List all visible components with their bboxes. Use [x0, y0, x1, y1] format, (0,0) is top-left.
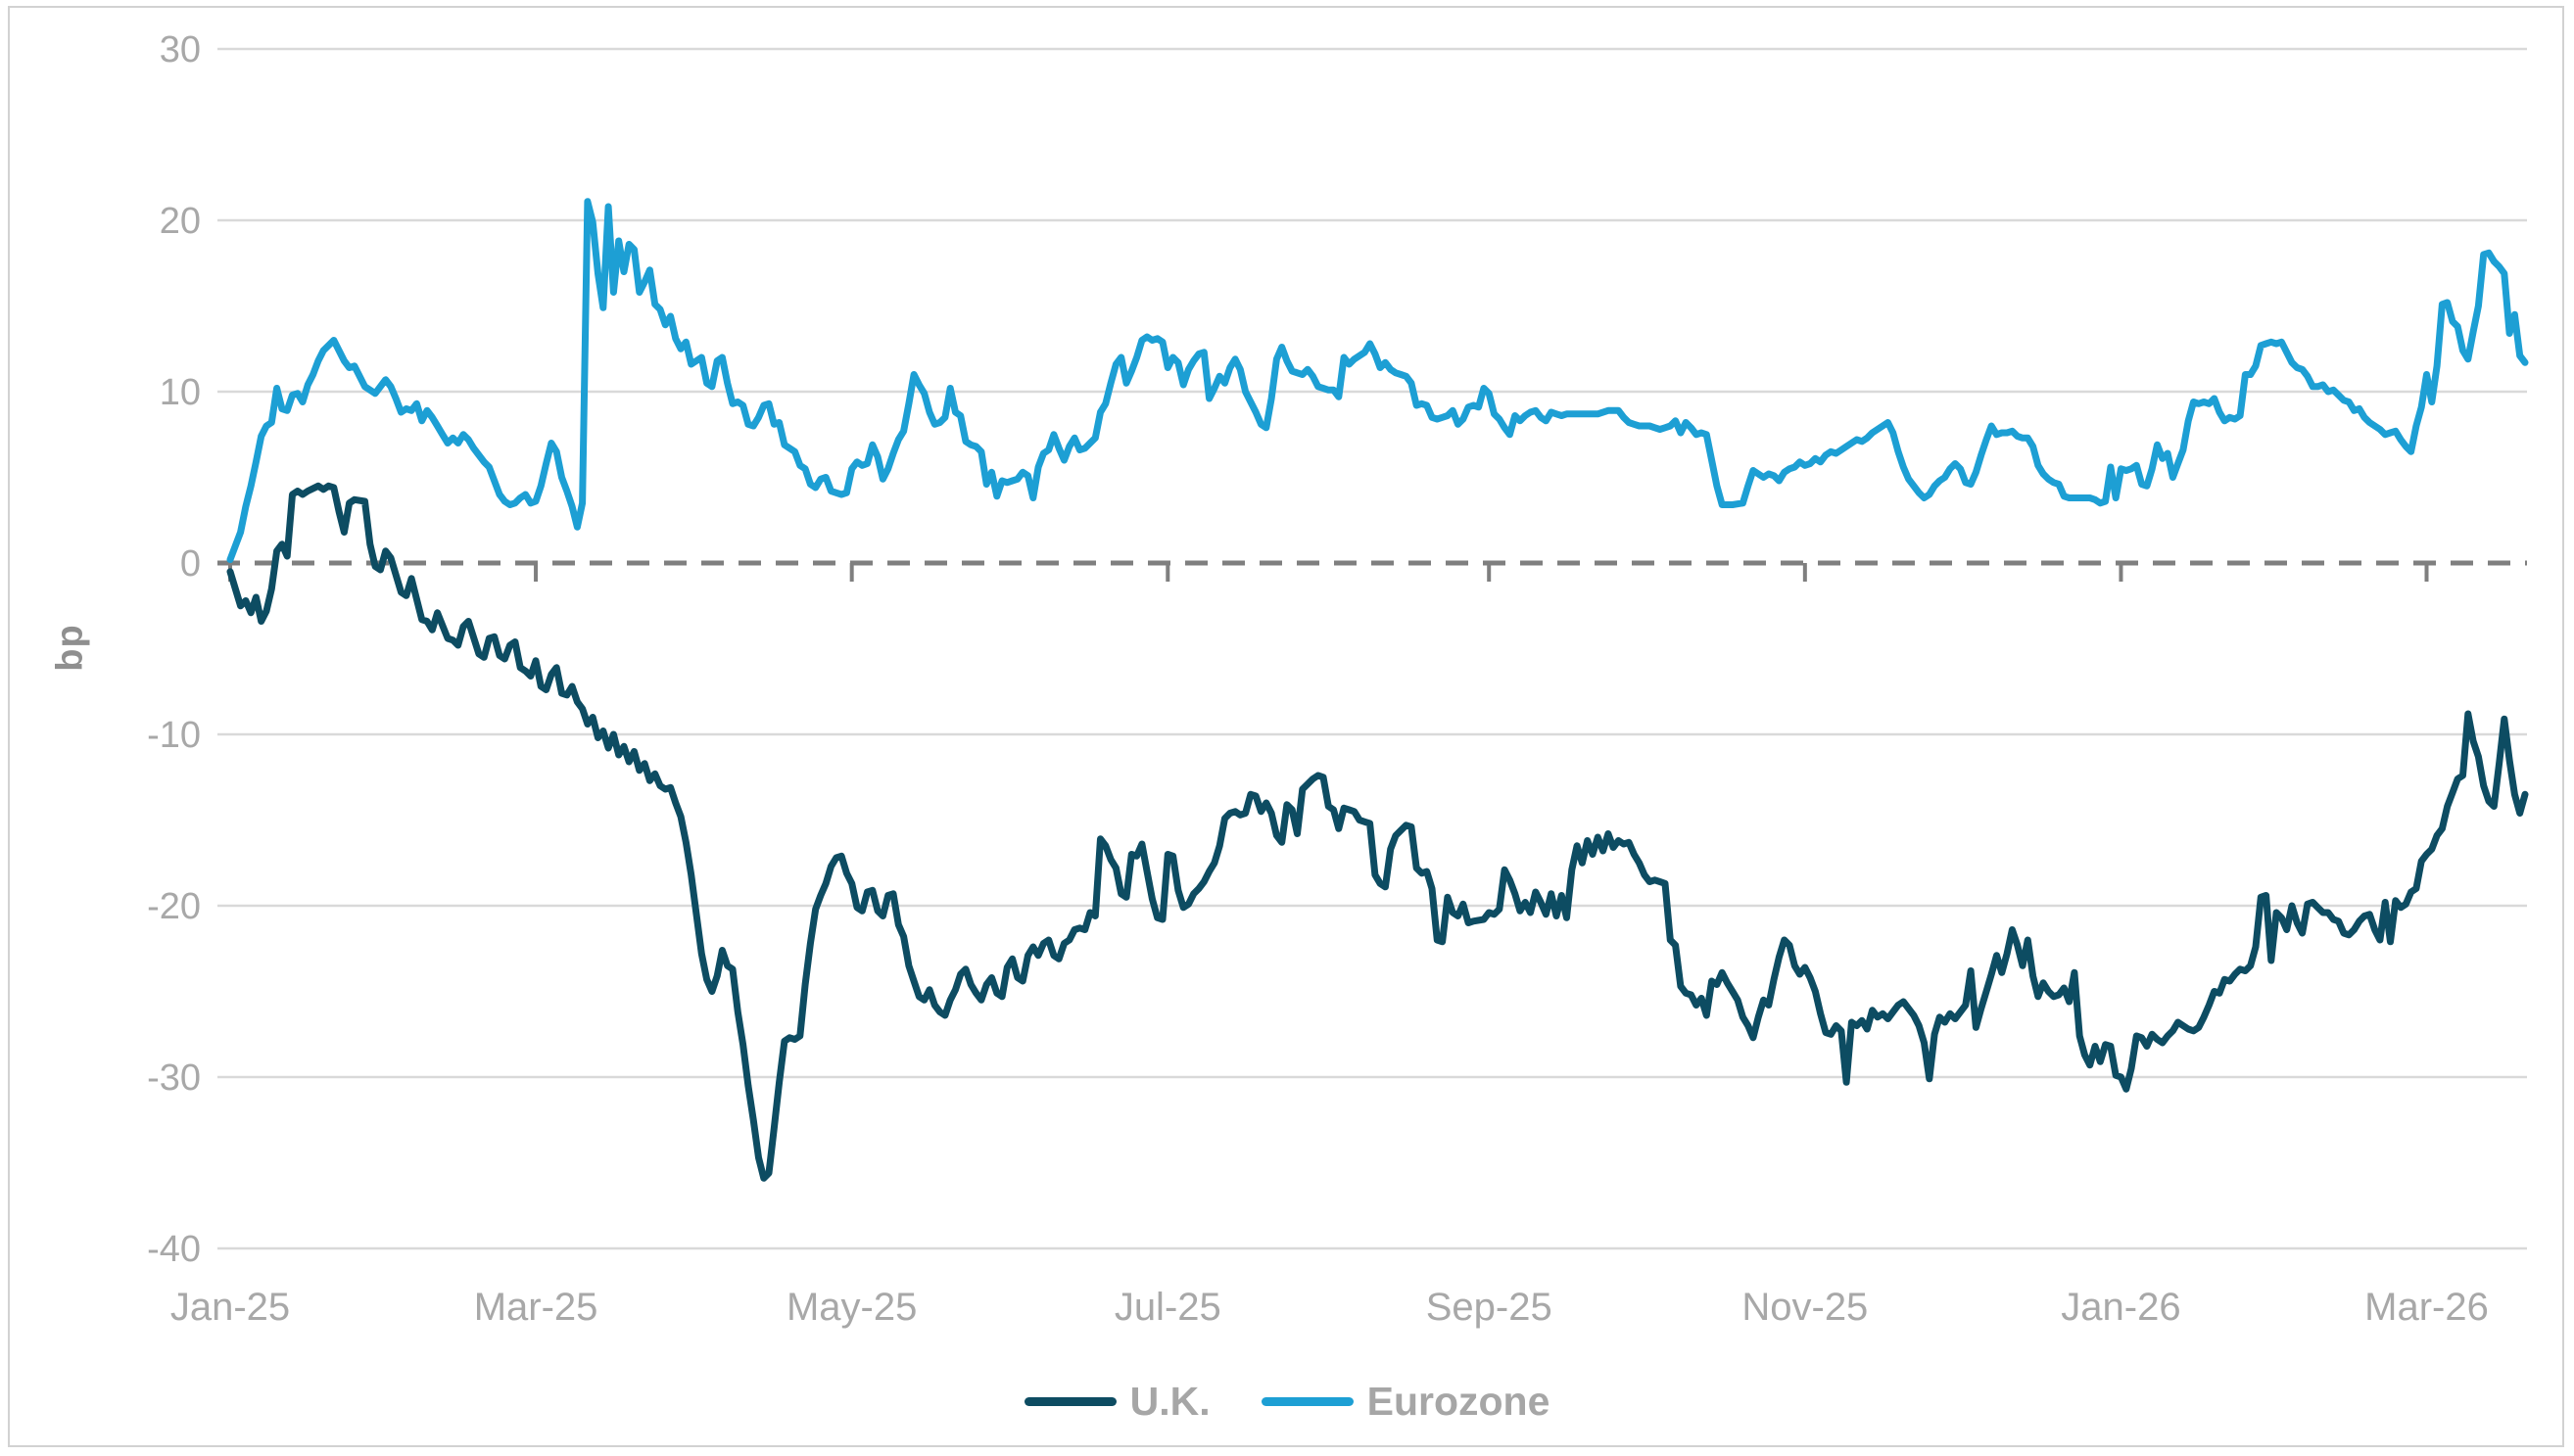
- y-tick-label: 20: [160, 201, 201, 242]
- y-axis-title: bp: [49, 624, 91, 672]
- legend-label-uk: U.K.: [1129, 1379, 1211, 1424]
- legend-item-uk: U.K.: [1024, 1379, 1211, 1425]
- x-tick-label: Sep-25: [1426, 1286, 1552, 1329]
- x-tick-label: Nov-25: [1741, 1286, 1868, 1329]
- x-tick-label: May-25: [786, 1286, 917, 1329]
- uk-series-line: [226, 482, 2529, 1182]
- eurozone-line-swatch: [1261, 1397, 1354, 1406]
- y-tick-label: 30: [160, 29, 201, 70]
- x-tick-label: Jan-25: [170, 1286, 290, 1329]
- y-tick-label: 0: [180, 543, 201, 585]
- y-tick-label: -20: [147, 886, 201, 927]
- y-tick-label: -10: [147, 715, 201, 756]
- eurozone-series-line: [226, 198, 2529, 563]
- uk-line-swatch: [1024, 1397, 1117, 1406]
- y-tick-label: 10: [160, 372, 201, 413]
- chart-border: [8, 6, 2564, 1447]
- x-tick-label: Jul-25: [1115, 1286, 1221, 1329]
- legend-item-eurozone: Eurozone: [1261, 1379, 1550, 1425]
- legend-label-eurozone: Eurozone: [1366, 1379, 1550, 1424]
- x-tick-label: Mar-25: [474, 1286, 598, 1329]
- legend: U.K. Eurozone: [0, 1379, 2574, 1425]
- y-tick-label: -30: [147, 1057, 201, 1099]
- y-tick-label: -40: [147, 1229, 201, 1270]
- x-tick-label: Jan-26: [2061, 1286, 2180, 1329]
- x-tick-label: Mar-26: [2364, 1286, 2489, 1329]
